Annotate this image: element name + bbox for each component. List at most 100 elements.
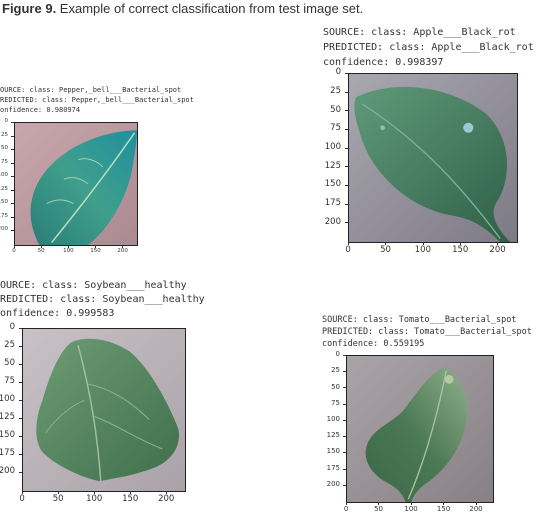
y-tick-mark <box>345 222 348 224</box>
x-tick-mark <box>14 245 15 248</box>
y-tick-label: 75 <box>4 376 15 387</box>
x-tick-mark <box>475 502 477 505</box>
x-tick-label: 150 <box>90 248 101 254</box>
y-tick-label: 50 <box>1 145 8 152</box>
x-tick-label: 200 <box>489 245 506 255</box>
source-label: SOURCE: class: Apple___Black_rot <box>323 27 516 38</box>
x-tick-mark <box>130 491 131 494</box>
leaf-image-apple <box>348 73 518 243</box>
y-tick-label: 200 <box>0 466 15 477</box>
y-tick-label: 125 <box>324 160 341 171</box>
y-tick-mark <box>11 149 14 151</box>
x-tick-mark <box>385 242 387 245</box>
y-tick-label: 75 <box>330 123 341 134</box>
y-tick-label: 0 <box>335 67 341 78</box>
y-tick-mark <box>345 110 348 112</box>
x-tick-label: 50 <box>374 505 384 513</box>
y-tick-label: 100 <box>324 141 341 152</box>
x-tick-label: 100 <box>404 505 418 513</box>
x-tick-mark <box>348 242 349 245</box>
y-tick-label: 175 <box>0 448 15 459</box>
x-tick-mark <box>22 491 23 494</box>
y-tick-label: 150 <box>326 447 340 456</box>
y-tick-mark <box>343 355 346 356</box>
y-tick-label: 75 <box>1 158 8 165</box>
x-tick-label: 50 <box>37 248 45 254</box>
y-tick-mark <box>19 382 22 383</box>
x-tick-label: 150 <box>436 505 451 513</box>
pepper-leaf-picture <box>15 123 137 245</box>
y-tick-mark <box>343 452 346 454</box>
y-tick-mark <box>343 419 346 421</box>
y-tick-label: 200 <box>0 226 8 233</box>
y-tick-mark <box>11 189 14 191</box>
x-tick-label: 200 <box>117 248 128 254</box>
x-tick-label: 200 <box>158 494 175 504</box>
confidence-label: onfidence: 0.999583 <box>0 308 115 319</box>
x-tick-label: 150 <box>122 494 139 504</box>
x-tick-label: 0 <box>343 505 349 513</box>
y-tick-label: 150 <box>0 430 15 441</box>
figure-caption-text: Example of correct classification from t… <box>56 1 364 16</box>
y-tick-label: 50 <box>331 382 340 391</box>
x-tick-mark <box>443 502 445 505</box>
x-tick-mark <box>422 242 424 245</box>
figure-label: Figure 9. <box>2 1 57 16</box>
x-tick-label: 0 <box>12 248 16 254</box>
y-tick-label: 125 <box>0 185 8 192</box>
y-tick-label: 0 <box>9 322 15 333</box>
y-tick-label: 50 <box>330 104 341 115</box>
y-tick-mark <box>343 436 346 438</box>
x-tick-mark <box>497 242 499 245</box>
x-tick-mark <box>68 245 70 248</box>
tomato-leaf-picture <box>347 356 493 502</box>
y-tick-mark <box>345 147 348 149</box>
x-tick-mark <box>41 245 43 248</box>
x-tick-mark <box>410 502 412 505</box>
x-tick-mark <box>460 242 461 245</box>
y-tick-mark <box>343 484 346 486</box>
y-tick-label: 100 <box>0 394 15 405</box>
y-tick-mark <box>19 472 22 473</box>
x-tick-label: 50 <box>380 245 391 255</box>
x-tick-mark <box>346 502 347 505</box>
y-tick-label: 175 <box>324 197 341 208</box>
y-tick-mark <box>11 135 14 137</box>
predicted-label: REDICTED: class: Soybean___healthy <box>0 294 205 305</box>
y-tick-mark <box>343 468 346 470</box>
x-tick-label: 0 <box>19 494 25 504</box>
y-tick-label: 175 <box>0 212 8 219</box>
predicted-label: REDICTED: class: Pepper,_bell___Bacteria… <box>0 96 194 104</box>
y-tick-label: 25 <box>4 340 15 351</box>
x-tick-label: 0 <box>345 245 351 255</box>
y-tick-mark <box>345 185 348 186</box>
y-tick-mark <box>11 216 14 218</box>
y-tick-mark <box>11 162 14 164</box>
y-tick-mark <box>19 346 22 347</box>
y-tick-mark <box>19 400 22 401</box>
y-tick-mark <box>19 364 22 365</box>
soybean-leaf-picture <box>23 329 185 491</box>
figure-caption: Figure 9. Example of correct classificat… <box>2 1 363 16</box>
y-tick-label: 150 <box>0 199 8 206</box>
y-tick-mark <box>19 418 22 419</box>
x-tick-mark <box>94 491 95 494</box>
y-tick-label: 200 <box>326 479 340 488</box>
y-tick-label: 125 <box>326 431 340 440</box>
y-tick-mark <box>11 122 14 123</box>
apple-leaf-picture <box>349 74 517 242</box>
confidence-label: confidence: 0.559195 <box>322 339 425 349</box>
y-tick-label: 100 <box>326 415 340 424</box>
x-tick-mark <box>166 491 167 494</box>
leaf-image-pepper <box>14 122 138 246</box>
leaf-image-soybean <box>22 328 186 492</box>
leaf-image-tomato <box>346 355 494 503</box>
y-tick-label: 200 <box>324 216 341 227</box>
y-tick-mark <box>345 203 348 205</box>
source-label: OURCE: class: Soybean___healthy <box>0 280 187 291</box>
y-tick-label: 75 <box>331 398 340 407</box>
y-tick-mark <box>343 387 346 389</box>
x-tick-label: 100 <box>63 248 74 254</box>
y-tick-mark <box>19 328 22 329</box>
y-tick-label: 0 <box>4 117 9 124</box>
